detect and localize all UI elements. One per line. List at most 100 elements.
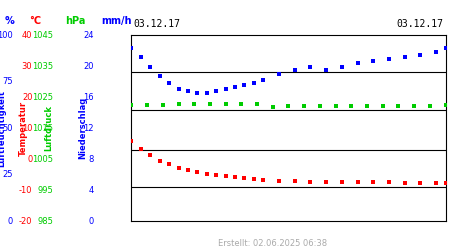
Point bbox=[128, 46, 135, 50]
Text: 25: 25 bbox=[2, 170, 13, 179]
Text: 12: 12 bbox=[83, 124, 94, 132]
Point bbox=[231, 175, 239, 179]
Point bbox=[137, 146, 144, 150]
Point bbox=[194, 91, 201, 95]
Point bbox=[354, 61, 361, 65]
Point bbox=[222, 87, 229, 91]
Point bbox=[184, 168, 192, 172]
Text: 20: 20 bbox=[22, 92, 32, 102]
Text: 1035: 1035 bbox=[32, 62, 53, 70]
Text: 1045: 1045 bbox=[32, 30, 53, 40]
Text: Luftfeuchtigkeit: Luftfeuchtigkeit bbox=[0, 90, 7, 166]
Text: 03.12.17: 03.12.17 bbox=[134, 19, 180, 29]
Text: 1015: 1015 bbox=[32, 124, 53, 132]
Text: 4: 4 bbox=[88, 186, 94, 195]
Point bbox=[156, 159, 163, 163]
Point bbox=[426, 104, 433, 108]
Point bbox=[323, 68, 330, 72]
Point bbox=[442, 103, 449, 107]
Point bbox=[212, 89, 220, 93]
Text: 03.12.17: 03.12.17 bbox=[396, 19, 443, 29]
Point bbox=[432, 181, 440, 185]
Text: 100: 100 bbox=[0, 30, 13, 40]
Point bbox=[260, 78, 267, 82]
Point bbox=[323, 180, 330, 184]
Point bbox=[385, 57, 392, 61]
Point bbox=[442, 181, 449, 185]
Point bbox=[222, 102, 229, 106]
Point bbox=[348, 104, 355, 108]
Point bbox=[128, 103, 135, 107]
Point bbox=[253, 102, 261, 106]
Point bbox=[332, 104, 339, 108]
Point bbox=[250, 177, 257, 181]
Point bbox=[401, 55, 408, 59]
Point bbox=[128, 139, 135, 143]
Point bbox=[212, 173, 220, 177]
Point bbox=[156, 74, 163, 78]
Point bbox=[432, 50, 440, 54]
Point bbox=[369, 180, 377, 184]
Point bbox=[354, 180, 361, 184]
Text: 40: 40 bbox=[22, 30, 32, 40]
Point bbox=[275, 72, 283, 76]
Text: 20: 20 bbox=[83, 62, 94, 70]
Text: °C: °C bbox=[29, 16, 41, 26]
Point bbox=[241, 176, 248, 180]
Point bbox=[184, 89, 192, 93]
Point bbox=[191, 102, 198, 106]
Text: 1025: 1025 bbox=[32, 92, 53, 102]
Point bbox=[203, 172, 211, 176]
Point bbox=[291, 68, 298, 72]
Point bbox=[241, 83, 248, 87]
Text: -20: -20 bbox=[19, 217, 32, 226]
Text: 10: 10 bbox=[22, 124, 32, 132]
Point bbox=[338, 180, 346, 184]
Point bbox=[159, 103, 166, 107]
Text: Luftdruck: Luftdruck bbox=[44, 105, 53, 151]
Point bbox=[338, 65, 346, 69]
Point bbox=[417, 180, 424, 184]
Point bbox=[175, 166, 182, 170]
Text: 1005: 1005 bbox=[32, 155, 53, 164]
Text: 8: 8 bbox=[88, 155, 94, 164]
Point bbox=[147, 153, 154, 157]
Point bbox=[442, 46, 449, 50]
Point bbox=[285, 104, 292, 108]
Point bbox=[401, 180, 408, 184]
Point bbox=[364, 104, 371, 108]
Text: 24: 24 bbox=[83, 30, 94, 40]
Point bbox=[316, 104, 324, 108]
Point bbox=[260, 178, 267, 182]
Text: -10: -10 bbox=[19, 186, 32, 195]
Point bbox=[175, 87, 182, 91]
Point bbox=[250, 82, 257, 86]
Point bbox=[379, 104, 386, 108]
Text: mm/h: mm/h bbox=[101, 16, 132, 26]
Point bbox=[147, 65, 154, 69]
Point bbox=[128, 46, 135, 50]
Text: 75: 75 bbox=[2, 77, 13, 86]
Point bbox=[144, 103, 151, 107]
Point bbox=[238, 102, 245, 106]
Text: 0: 0 bbox=[7, 217, 13, 226]
Text: 995: 995 bbox=[37, 186, 53, 195]
Text: 30: 30 bbox=[22, 62, 32, 70]
Point bbox=[231, 85, 239, 89]
Point bbox=[203, 91, 211, 95]
Point bbox=[301, 104, 308, 108]
Text: 985: 985 bbox=[37, 217, 53, 226]
Point bbox=[175, 102, 182, 106]
Point bbox=[137, 55, 144, 59]
Point bbox=[307, 180, 314, 184]
Text: 0: 0 bbox=[27, 155, 32, 164]
Text: 50: 50 bbox=[2, 124, 13, 132]
Point bbox=[410, 104, 418, 108]
Text: Erstellt: 02.06.2025 06:38: Erstellt: 02.06.2025 06:38 bbox=[218, 238, 327, 248]
Point bbox=[206, 102, 214, 106]
Point bbox=[291, 180, 298, 184]
Point bbox=[369, 59, 377, 63]
Point bbox=[222, 174, 229, 178]
Point bbox=[275, 179, 283, 183]
Text: 16: 16 bbox=[83, 92, 94, 102]
